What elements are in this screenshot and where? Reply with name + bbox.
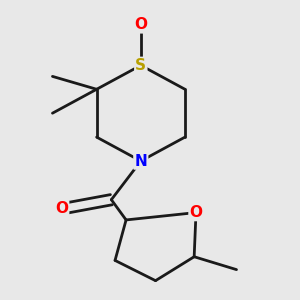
Text: N: N [134, 154, 147, 169]
Text: S: S [135, 58, 146, 73]
Text: O: O [190, 205, 202, 220]
Text: O: O [55, 201, 68, 216]
Text: O: O [134, 17, 147, 32]
